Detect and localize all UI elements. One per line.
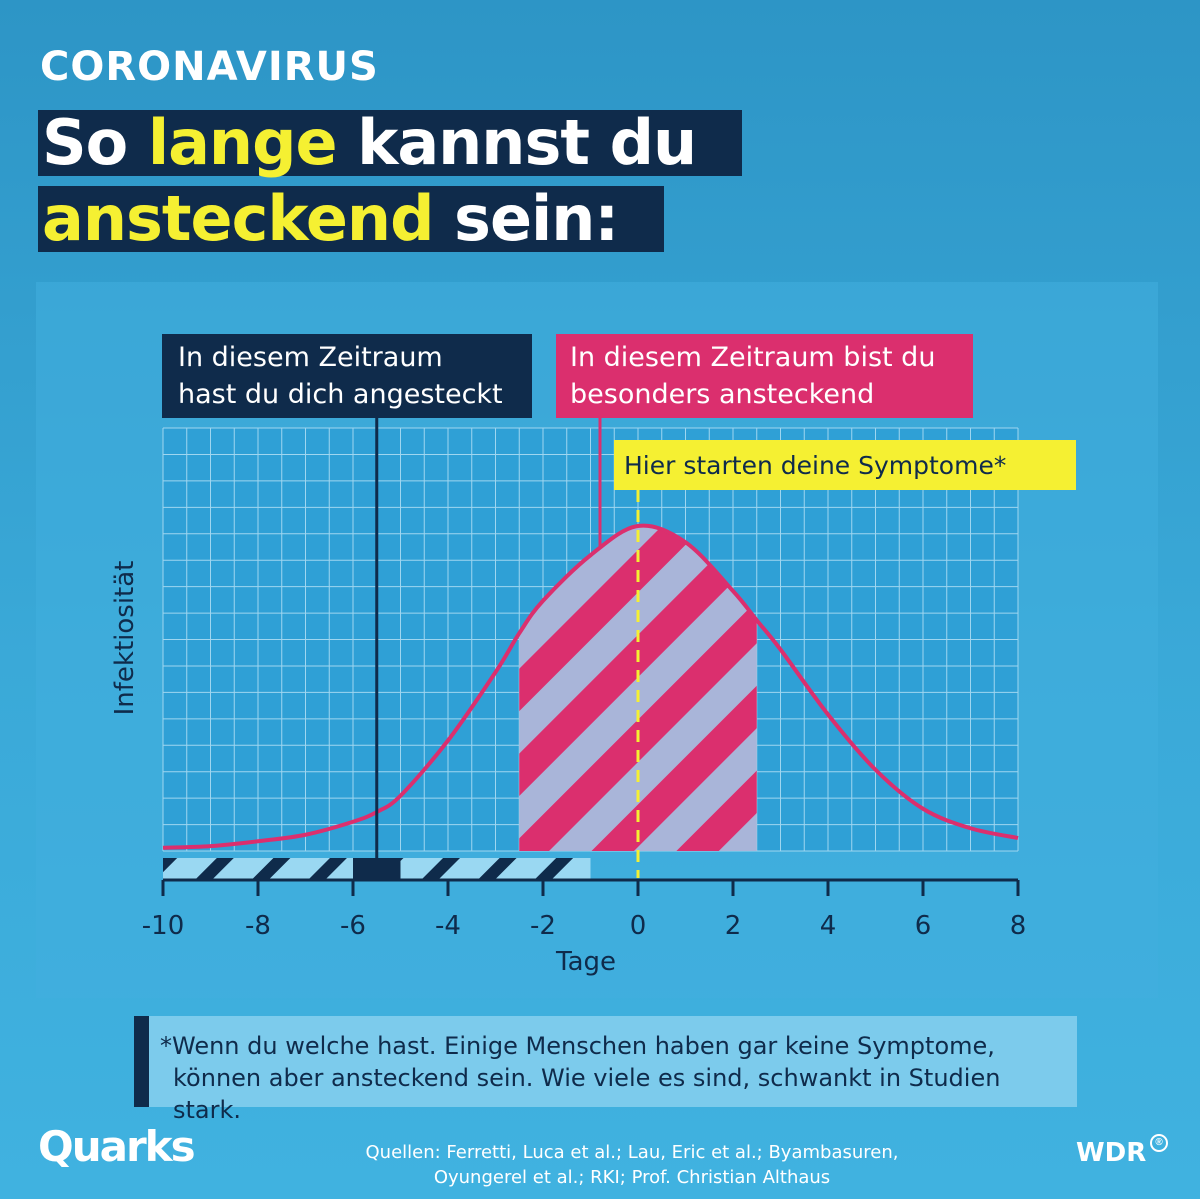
footnote-accent-bar [134, 1016, 149, 1107]
x-tick-label: -4 [435, 911, 461, 941]
x-axis-label: Tage [555, 947, 616, 977]
x-tick-label: 8 [1010, 911, 1027, 941]
broadcaster-logo: WDR [1076, 1138, 1147, 1168]
symptoms-annotation-box [614, 440, 1076, 490]
footnote: *Wenn du welche hast. Einige Menschen ha… [160, 1030, 1070, 1126]
x-tick-label: 6 [915, 911, 932, 941]
headline-line-2: ansteckend sein: [38, 186, 664, 252]
headline-line-1: So lange kannst du [38, 110, 742, 176]
headline-word: ansteckend [42, 182, 434, 255]
infection-period-marker [353, 858, 401, 880]
infection-annotation-box [162, 334, 532, 418]
infectiousness-curve [162, 523, 1019, 850]
sources-line-2: Oyungerel et al.; RKI; Prof. Christian A… [433, 1167, 831, 1188]
footnote-box [134, 1016, 1077, 1107]
x-tick-label: 4 [820, 911, 837, 941]
symptoms-annotation-text: Hier starten deine Symptome* [624, 451, 1006, 480]
broadcaster-mark-icon: ® [1150, 1134, 1168, 1152]
headline-word: So [42, 106, 148, 179]
x-tick-label: 2 [725, 911, 742, 941]
x-tick-label: -6 [340, 911, 366, 941]
x-tick-label: 0 [630, 911, 647, 941]
x-tick-label: -8 [245, 911, 271, 941]
headline-word: lange [147, 106, 338, 179]
contagious-annotation-box [556, 334, 973, 418]
infection-annotation-text: In diesem Zeitraum [178, 342, 443, 373]
infection-annotation-text: hast du dich angesteckt [178, 379, 503, 410]
x-tick-label: -10 [142, 911, 184, 941]
contagious-area [519, 525, 757, 851]
headline-word: kannst du [336, 106, 697, 179]
footnote-line-1: *Wenn du welche hast. Einige Menschen ha… [160, 1032, 995, 1060]
x-tick-label: -2 [530, 911, 556, 941]
brand-logo: Quarks [38, 1122, 196, 1171]
sources-line-1: Quellen: Ferretti, Luca et al.; Lau, Eri… [365, 1142, 899, 1163]
headline-word: sein: [433, 182, 619, 255]
footnote-line-2: können aber ansteckend sein. Wie viele e… [173, 1064, 1001, 1124]
contagious-annotation-text: besonders ansteckend [570, 379, 874, 410]
contagious-annotation-text: In diesem Zeitraum bist du [570, 342, 935, 373]
sources: Quellen: Ferretti, Luca et al.; Lau, Eri… [300, 1140, 964, 1190]
kicker: CORONAVIRUS [40, 44, 379, 90]
y-axis-label: Infektiosität [110, 561, 140, 716]
